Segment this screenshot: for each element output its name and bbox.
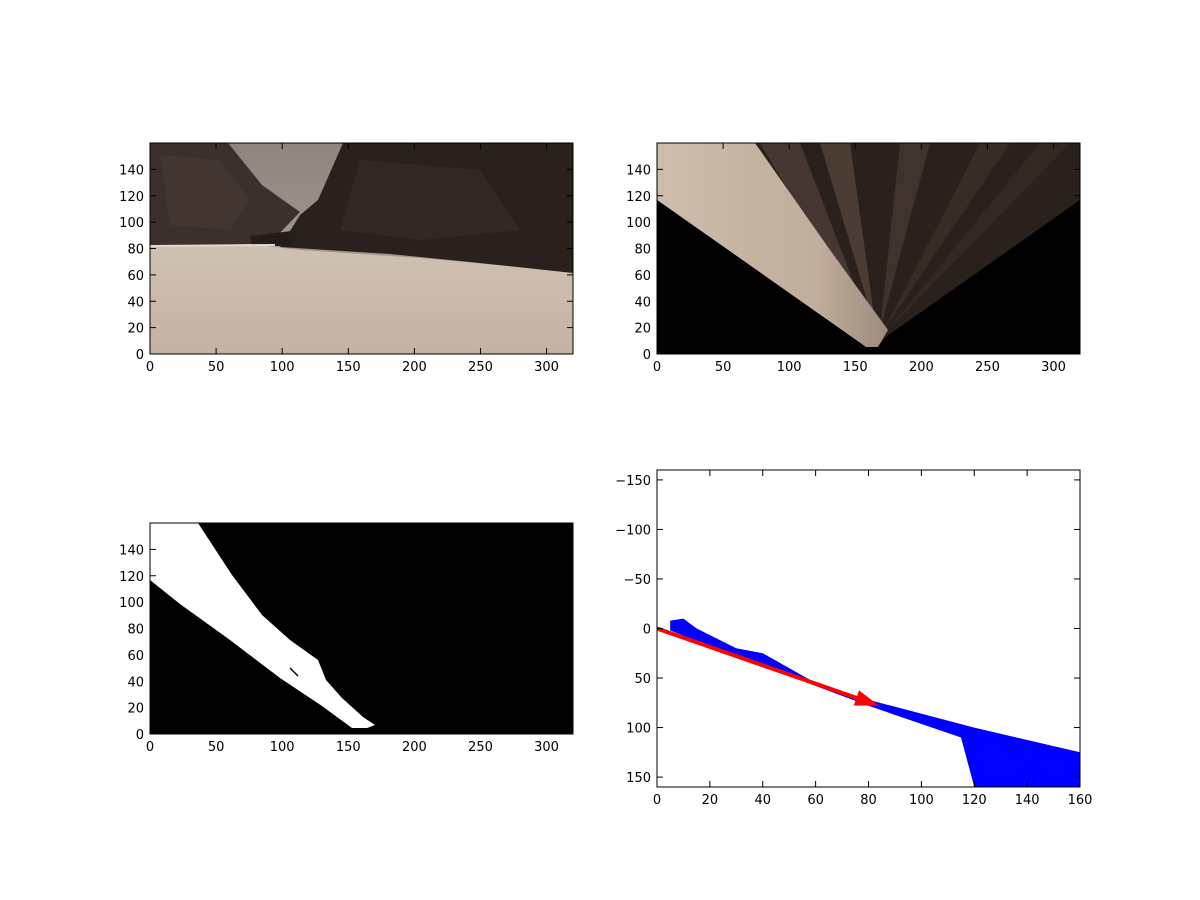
warped-image	[657, 143, 1080, 354]
y-tick-label: 100	[626, 722, 651, 737]
x-tick-label: 0	[146, 360, 154, 375]
x-tick-label: 80	[860, 793, 877, 808]
y-tick-label: 80	[127, 243, 144, 258]
y-tick-label: 120	[626, 190, 651, 205]
threshold-mask-axes: 0 50 100 150 200 250 300 0 20 40 60 80 100 120 140	[119, 523, 573, 755]
y-tick-label: −150	[615, 474, 651, 489]
y-tick-label: 0	[136, 728, 144, 743]
y-tick-label: 120	[119, 570, 144, 585]
threshold-mask-panel: 0 50 100 150 200 250 300 0 20 40 60 80 100 120 140	[119, 522, 574, 755]
y-tick-label: 80	[634, 243, 651, 258]
x-tick-label: 150	[843, 360, 868, 375]
x-tick-label: 200	[909, 360, 934, 375]
y-tick-label: 60	[127, 649, 144, 664]
y-tick-label: 100	[119, 596, 144, 611]
y-tick-label: 100	[626, 216, 651, 231]
x-tick-label: 60	[807, 793, 824, 808]
x-tick-label: 40	[754, 793, 771, 808]
y-tick-label: 40	[127, 295, 144, 310]
camera-image	[150, 143, 573, 354]
x-tick-label: 140	[1015, 793, 1040, 808]
x-tick-label: 250	[468, 740, 493, 755]
x-tick-label: 300	[1041, 360, 1066, 375]
rover-coords-axes: 0 20 40 60 80 100 120 140 160 150 100 50 0 −50 −100 −15…	[615, 470, 1092, 808]
x-tick-label: 50	[208, 360, 225, 375]
y-tick-label: −100	[615, 523, 651, 538]
mean-direction-arrow	[657, 626, 858, 700]
threshold-mask	[150, 523, 573, 734]
y-tick-label: 140	[626, 163, 651, 178]
warped-image-axes: 0 50 100 150 200 250 300 0 20 40 60 80 100 120 140	[626, 143, 1080, 375]
x-tick-label: 100	[777, 360, 802, 375]
y-tick-label: 50	[634, 672, 651, 687]
y-tick-label: 60	[127, 269, 144, 284]
y-tick-label: 20	[634, 322, 651, 337]
x-tick-label: 250	[468, 360, 493, 375]
y-tick-label: 80	[127, 623, 144, 638]
camera-image-panel: 0 50 100 150 200 250 300 0 20 40 60 80 100 120 140	[119, 142, 574, 375]
y-tick-label: 20	[127, 702, 144, 717]
x-tick-label: 50	[715, 360, 732, 375]
rover-coords-panel: 0 20 40 60 80 100 120 140 160 150 100 50 0 −50 −100 −15…	[615, 469, 1092, 808]
x-tick-label: 100	[270, 740, 295, 755]
warped-image-panel: 0 50 100 150 200 250 300 0 20 40 60 80 100 120 140	[626, 142, 1081, 375]
x-tick-label: 200	[402, 360, 427, 375]
y-tick-label: 120	[119, 190, 144, 205]
x-tick-label: 160	[1068, 793, 1093, 808]
y-tick-label: 40	[127, 675, 144, 690]
y-tick-label: 0	[643, 348, 651, 363]
x-tick-label: 100	[909, 793, 934, 808]
x-tick-label: 50	[208, 740, 225, 755]
y-tick-label: 0	[643, 623, 651, 638]
x-tick-label: 100	[270, 360, 295, 375]
x-tick-label: 200	[402, 740, 427, 755]
y-tick-label: 40	[634, 295, 651, 310]
y-tick-label: 140	[119, 163, 144, 178]
x-tick-label: 120	[962, 793, 987, 808]
y-tick-label: 20	[127, 322, 144, 337]
y-tick-label: 0	[136, 348, 144, 363]
x-tick-label: 20	[702, 793, 719, 808]
y-tick-label: 60	[634, 269, 651, 284]
x-tick-label: 250	[975, 360, 1000, 375]
x-tick-label: 0	[653, 793, 661, 808]
y-tick-label: 100	[119, 216, 144, 231]
y-tick-label: 140	[119, 543, 144, 558]
x-tick-label: 0	[653, 360, 661, 375]
x-tick-label: 150	[336, 360, 361, 375]
x-tick-label: 300	[534, 740, 559, 755]
mean-direction-arrowhead	[853, 690, 880, 706]
x-tick-label: 0	[146, 740, 154, 755]
x-tick-label: 300	[534, 360, 559, 375]
y-tick-label: −50	[624, 573, 651, 588]
x-tick-label: 150	[336, 740, 361, 755]
camera-image-axes: 0 50 100 150 200 250 300 0 20 40 60 80 100 120 140	[119, 143, 573, 375]
y-tick-label: 150	[626, 771, 651, 786]
